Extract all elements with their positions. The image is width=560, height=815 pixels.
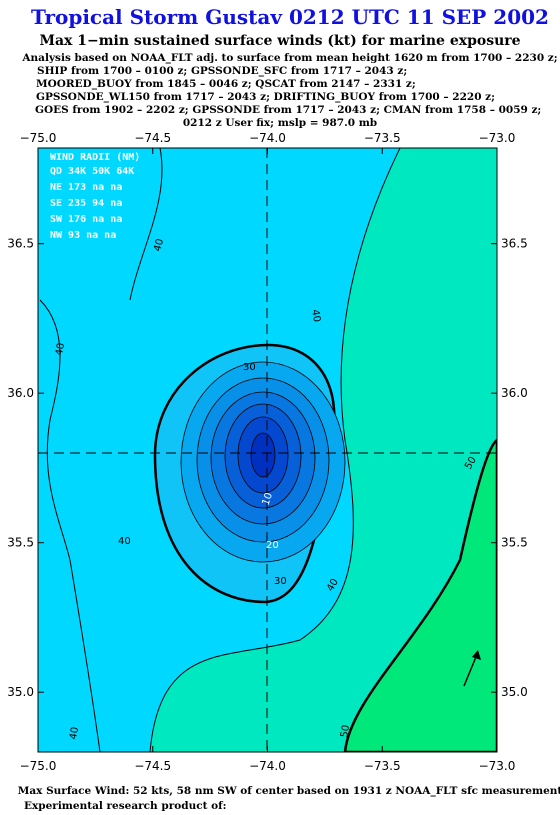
contour-label: 40 [309,309,322,323]
credit: Experimental research product of: [24,800,227,812]
analysis-line: Analysis based on NOAA_FLT adj. to surfa… [21,52,557,65]
x-tick-label: −73.0 [479,131,516,145]
x-tick-label: −73.5 [364,759,401,773]
analysis-line: SHIP from 1700 – 0100 z; GPSSONDE_SFC fr… [37,65,407,78]
x-tick-label: −74.5 [134,131,171,145]
wind-radii-line: WIND RADII (NM) [50,152,140,163]
wind-field [38,148,497,752]
x-tick-label: −73.5 [364,131,401,145]
y-tick-label: 35.0 [7,685,34,699]
contour-label: 30 [274,576,287,587]
analysis-line: GOES from 1902 – 2202 z; GPSSONDE from 1… [35,104,541,116]
wind-radii-line: SW 176 na na [50,214,122,225]
y-tick-label: 36.0 [501,386,528,400]
analysis-line: 0212 z User fix; mslp = 987.0 mb [183,117,377,129]
wind-radii: WIND RADII (NM) QD 34K 50K 64K NE 173 na… [50,152,140,241]
analysis-line: MOORED_BUOY from 1845 – 0046 z; QSCAT fr… [36,78,416,91]
max-wind-note: Max Surface Wind: 52 kts, 58 nm SW of ce… [18,785,560,798]
x-tick-label: −74.0 [249,759,286,773]
contour-label: 30 [243,362,256,373]
analysis-line: GPSSONDE_WL150 from 1717 – 2043 z; DRIFT… [36,91,495,104]
contour-label: 40 [68,726,81,740]
x-tick-label: −74.5 [134,759,171,773]
title: Tropical Storm Gustav 0212 UTC 11 SEP 20… [31,5,549,29]
y-tick-label: 35.5 [501,536,528,550]
wind-radii-line: QD 34K 50K 64K [50,166,134,177]
x-tick-label: −74.0 [249,131,286,145]
contour-label: 10 [260,491,275,507]
x-tick-label: −75.0 [20,759,57,773]
y-tick-label: 35.5 [7,536,34,550]
y-tick-label: 36.0 [7,386,34,400]
y-tick-label: 35.0 [501,685,528,699]
contour-label: 20 [266,540,279,551]
wind-radii-line: SE 235 94 na [50,198,122,209]
x-tick-label: −73.0 [479,759,516,773]
contour-label: 50 [339,724,352,738]
contour-label: 40 [118,536,131,547]
wind-radii-line: NE 173 na na [50,182,122,193]
contour-label: 40 [54,342,67,356]
x-tick-label: −75.0 [20,131,57,145]
subtitle: Max 1−min sustained surface winds (kt) f… [39,33,520,49]
y-tick-label: 36.5 [501,237,528,251]
wind-radii-line: NW 93 na na [50,230,116,241]
y-tick-label: 36.5 [7,237,34,251]
contour-label: 40 [152,238,166,253]
